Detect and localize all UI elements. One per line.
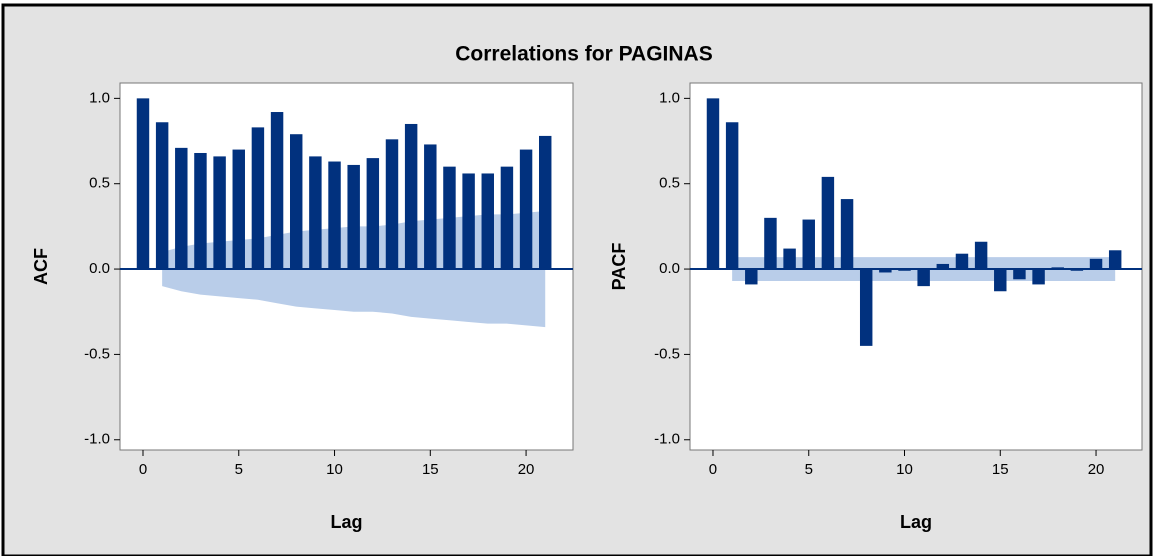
y-axis-label: ACF xyxy=(31,248,51,285)
y-tick-label: 0.5 xyxy=(659,175,680,192)
x-tick-label: 20 xyxy=(518,461,535,478)
bar xyxy=(424,144,437,270)
bar xyxy=(175,147,188,270)
bar xyxy=(539,135,552,270)
x-tick-label: 10 xyxy=(326,461,343,478)
x-axis-label: Lag xyxy=(900,512,932,532)
bar xyxy=(155,122,169,270)
bar xyxy=(1013,269,1026,280)
bar xyxy=(500,166,514,270)
bar xyxy=(366,158,380,270)
bar xyxy=(309,156,322,270)
bar xyxy=(802,219,815,270)
bar xyxy=(251,127,265,270)
bar xyxy=(462,173,475,270)
bar xyxy=(136,98,150,270)
bar xyxy=(974,241,988,270)
x-tick-label: 5 xyxy=(805,461,813,478)
bar xyxy=(289,134,303,270)
x-tick-label: 0 xyxy=(709,461,717,478)
bar xyxy=(270,112,284,270)
bar xyxy=(936,263,950,270)
x-tick-label: 5 xyxy=(235,461,243,478)
bar xyxy=(1089,258,1103,270)
confidence-band xyxy=(162,269,546,328)
x-tick-label: 15 xyxy=(422,461,439,478)
bar xyxy=(1032,269,1045,285)
bar xyxy=(783,248,796,270)
bar xyxy=(443,166,456,270)
x-tick-label: 20 xyxy=(1088,461,1105,478)
bar xyxy=(706,98,720,270)
bar xyxy=(519,149,533,270)
y-tick-label: 0.0 xyxy=(89,260,110,277)
bar xyxy=(917,269,930,287)
bar xyxy=(859,269,873,346)
bar xyxy=(481,173,494,270)
y-tick-label: -0.5 xyxy=(654,345,680,362)
bar xyxy=(955,253,969,270)
y-tick-label: 0.0 xyxy=(659,260,680,277)
bar xyxy=(213,156,226,270)
y-tick-label: -1.0 xyxy=(654,431,680,448)
x-tick-label: 0 xyxy=(139,461,147,478)
x-tick-label: 10 xyxy=(896,461,913,478)
bar xyxy=(347,164,360,270)
bar xyxy=(385,139,399,270)
y-tick-label: -1.0 xyxy=(84,431,110,448)
bar xyxy=(1108,250,1122,270)
chart-title: Correlations for PAGINAS xyxy=(455,43,712,66)
bar xyxy=(404,123,418,270)
bar xyxy=(194,152,207,270)
x-axis-label: Lag xyxy=(330,512,362,532)
y-tick-label: 1.0 xyxy=(89,89,110,106)
x-tick-label: 15 xyxy=(992,461,1009,478)
bar xyxy=(328,161,341,270)
bar xyxy=(994,269,1007,292)
bar xyxy=(232,149,245,270)
y-tick-label: 0.5 xyxy=(89,175,110,192)
bar xyxy=(764,217,777,270)
bar xyxy=(879,269,892,273)
y-tick-label: -0.5 xyxy=(84,345,110,362)
y-tick-label: 1.0 xyxy=(659,89,680,106)
bar xyxy=(840,199,854,270)
bar xyxy=(821,176,835,270)
bar xyxy=(725,122,739,270)
bar xyxy=(745,269,758,285)
y-axis-label: PACF xyxy=(609,243,629,291)
